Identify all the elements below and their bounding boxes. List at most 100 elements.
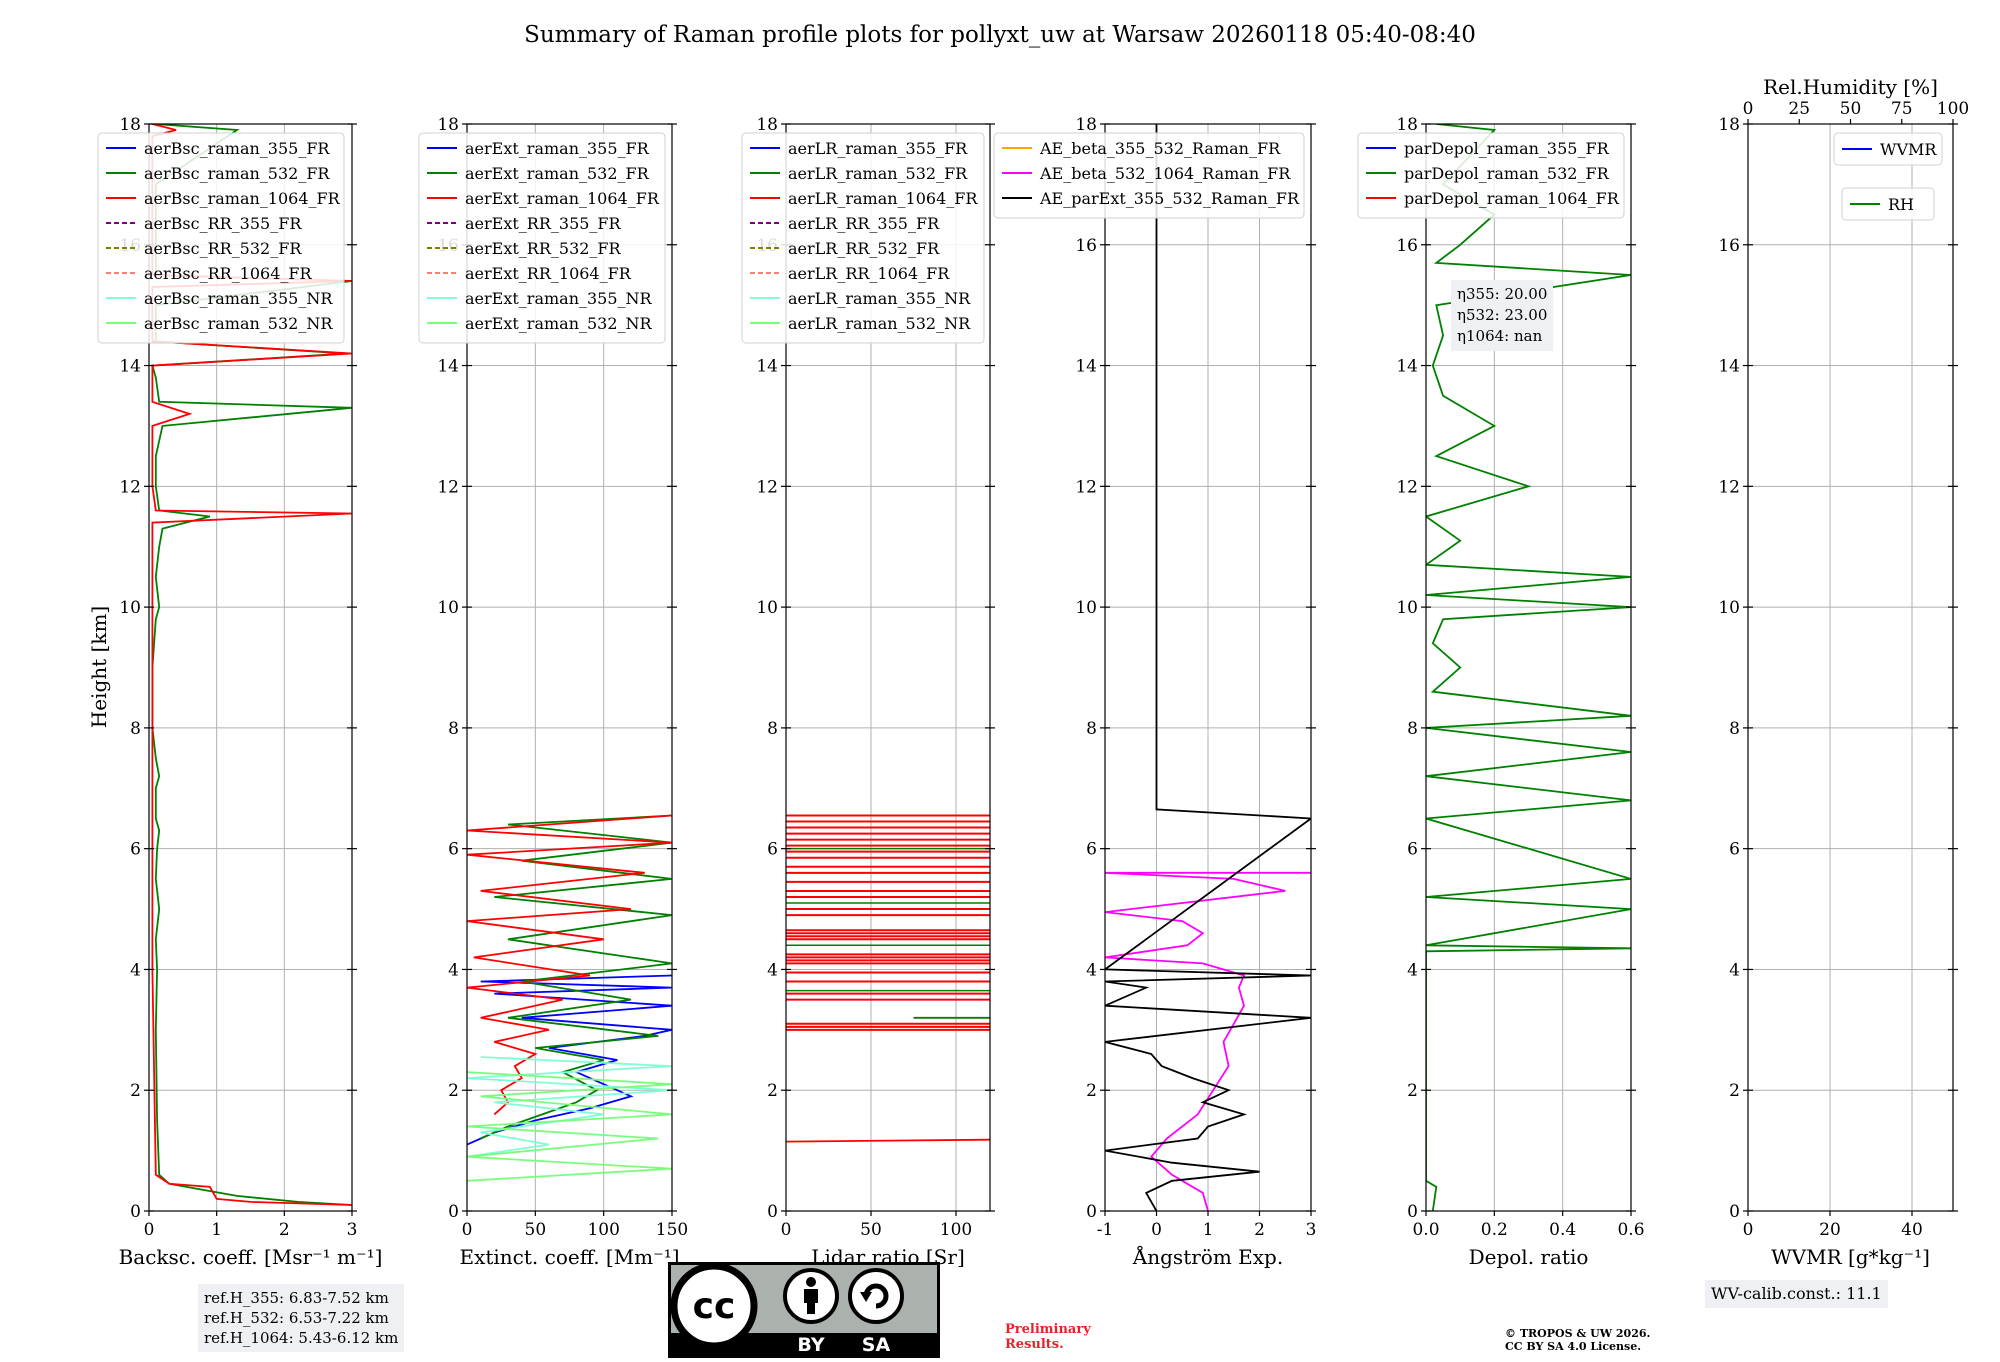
ref-height-532: ref.H_532: 6.53-7.22 km	[204, 1309, 389, 1327]
preliminary-line-2: Results.	[1005, 1337, 1064, 1352]
y-tick-label: 6	[767, 840, 778, 860]
legend-frame	[1357, 132, 1625, 219]
y-tick-label: 4	[1407, 960, 1418, 980]
y-tick-label: 14	[119, 357, 141, 377]
x-tick-label: 0	[1151, 1220, 1162, 1240]
x-tick-label: 150	[656, 1220, 688, 1240]
legend-WVMR: WVMR	[1833, 132, 1943, 166]
legend-frame	[1841, 187, 1935, 221]
legend-panel-3: aerLR_raman_355_FR aerLR_raman_532_FR aerL…	[741, 132, 985, 344]
y-tick-label: 2	[767, 1081, 778, 1101]
y-tick-label: 14	[1718, 357, 1740, 377]
panel-5: 0 2 4 6 8 10 12 14 16 18 0.0 0.2 0.4 0.6 Depol. ratio p…	[1357, 115, 1645, 1269]
y-tick-label: 6	[1729, 840, 1740, 860]
legend-label: aerExt_raman_532_NR	[465, 314, 653, 333]
cc-by-sa-badge: cc BY SA	[668, 1262, 940, 1358]
y-tick-label: 18	[119, 115, 141, 135]
legend-label: aerBsc_raman_355_FR	[144, 139, 330, 158]
top-x-tick-label: 100	[1937, 99, 1969, 119]
y-tick-label: 6	[1407, 840, 1418, 860]
legend-panel-1: aerBsc_raman_355_FR aerBsc_raman_532_FRae…	[97, 132, 345, 344]
top-x-tick-label: 75	[1891, 99, 1913, 119]
y-tick-label: 8	[1086, 719, 1097, 739]
series-parDepol_raman_532_FR	[1426, 124, 1631, 1211]
axes-frame	[785, 123, 991, 1212]
series-aerLR_raman_1064_FR	[786, 1138, 990, 1143]
x-axis-label: WVMR [g*kg⁻¹]	[1771, 1245, 1930, 1269]
legend-label: aerBsc_raman_355_NR	[144, 289, 333, 308]
reference-heights-box: ref.H_355: 6.83-7.52 km ref.H_532: 6.53-…	[198, 1284, 405, 1352]
y-tick-label: 10	[119, 598, 141, 618]
legend-label: aerExt_raman_532_FR	[465, 164, 650, 183]
legend-frame	[741, 132, 985, 344]
legend-label: aerBsc_raman_1064_FR	[144, 189, 341, 208]
y-tick-label: 16	[1075, 236, 1097, 256]
eta-box: η355: 20.00 η532: 23.00 η1064: nan	[1451, 280, 1554, 351]
legend-label: aerLR_raman_1064_FR	[788, 189, 978, 208]
y-tick-label: 0	[130, 1202, 141, 1222]
eta-1064: η1064: nan	[1457, 327, 1543, 345]
wv-calib-box: WV-calib.const.: 11.1	[1705, 1280, 1888, 1308]
top-x-tick-label: 50	[1840, 99, 1862, 119]
y-tick-label: 14	[437, 357, 459, 377]
y-tick-label: 14	[1075, 357, 1097, 377]
x-tick-label: 1	[211, 1220, 222, 1240]
legend-label: aerLR_RR_532_FR	[788, 239, 940, 258]
legend-label: aerLR_raman_532_FR	[788, 164, 968, 183]
x-axis-label: Extinct. coeff. [Mm⁻¹]	[459, 1245, 679, 1269]
legend-label: parDepol_raman_1064_FR	[1404, 189, 1620, 208]
y-tick-label: 4	[1086, 960, 1097, 980]
x-tick-label: 20	[1819, 1220, 1841, 1240]
y-tick-label: 16	[1396, 236, 1418, 256]
y-tick-label: 6	[130, 840, 141, 860]
y-tick-label: 2	[1086, 1081, 1097, 1101]
series-AE_parExt_355_532_Raman_FR	[1105, 124, 1311, 1211]
legend-label: aerBsc_raman_532_FR	[144, 164, 330, 183]
y-tick-label: 4	[448, 960, 459, 980]
panel-2: 024681012141618050100150Extinct. coeff. …	[418, 115, 688, 1269]
x-tick-label: 2	[1254, 1220, 1265, 1240]
axes-frame	[148, 123, 353, 1212]
x-axis-label: Depol. ratio	[1469, 1245, 1589, 1269]
data-layer	[1426, 124, 1631, 1211]
x-tick-label: 0.0	[1412, 1220, 1439, 1240]
series-aerExt_raman_532_NR	[467, 1071, 672, 1182]
preliminary-note: Preliminary Results.	[1005, 1322, 1091, 1352]
axes-frame	[1425, 123, 1632, 1212]
copyright-line-1: © TROPOS & UW 2026.	[1505, 1327, 1651, 1340]
panel-3: 024681012141618050100Lidar ratio [Sr]aer…	[741, 115, 995, 1269]
legend-label: parDepol_raman_532_FR	[1404, 164, 1610, 183]
y-tick-label: 12	[1075, 477, 1097, 497]
y-tick-label: 6	[1086, 840, 1097, 860]
legend-label: aerExt_RR_532_FR	[465, 239, 622, 258]
y-tick-label: 14	[1396, 357, 1418, 377]
y-tick-label: 0	[448, 1202, 459, 1222]
x-tick-label: 0.2	[1481, 1220, 1508, 1240]
legend-frame	[1833, 132, 1943, 166]
x-tick-label: 0	[1743, 1220, 1754, 1240]
y-tick-label: 8	[767, 719, 778, 739]
y-tick-label: 8	[1407, 719, 1418, 739]
x-axis-label: Ångström Exp.	[1132, 1244, 1283, 1269]
eta-355: η355: 20.00	[1457, 285, 1548, 303]
copyright-note: © TROPOS & UW 2026. CC BY SA 4.0 License…	[1505, 1327, 1650, 1353]
series-aerExt_raman_355_FR	[467, 974, 672, 1146]
x-tick-label: 40	[1901, 1220, 1923, 1240]
data-layer	[1105, 124, 1311, 1211]
y-tick-label: 2	[1729, 1081, 1740, 1101]
legend-label: aerExt_raman_355_FR	[465, 139, 650, 158]
y-tick-label: 8	[130, 719, 141, 739]
y-tick-label: 10	[756, 598, 778, 618]
y-tick-label: 10	[437, 598, 459, 618]
y-tick-label: 18	[1396, 115, 1418, 135]
legend-RH: RH	[1841, 187, 1935, 221]
legend-label: aerLR_raman_355_NR	[788, 289, 971, 308]
series-aerExt_raman_355_NR	[467, 1056, 672, 1158]
by-label: BY	[797, 1334, 824, 1356]
ref-height-355: ref.H_355: 6.83-7.52 km	[204, 1289, 389, 1307]
legend-label: aerLR_RR_355_FR	[788, 214, 940, 233]
legend-panel-5: parDepol_raman_355_FR parDepol_raman_532_…	[1357, 132, 1625, 219]
legend-label: aerExt_raman_355_NR	[465, 289, 653, 308]
sa-icon	[848, 1268, 904, 1324]
